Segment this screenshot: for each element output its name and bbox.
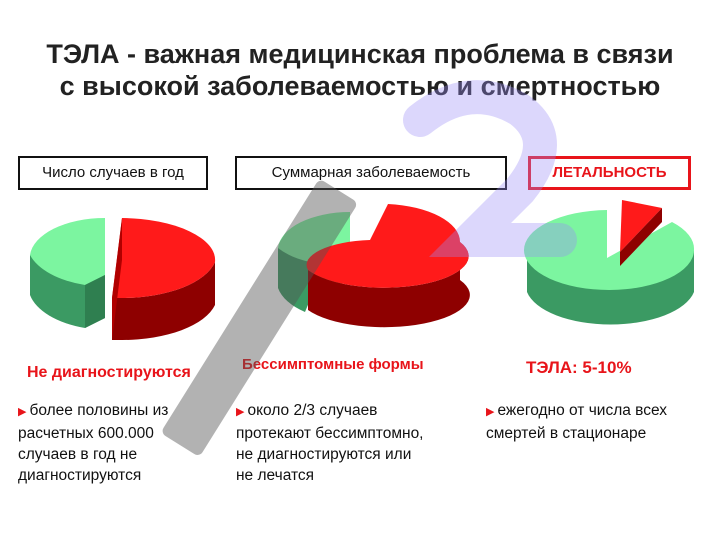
box-cases-per-year: Число случаев в год [18,156,208,190]
desc-line: не диагностируются или [236,446,412,463]
description-asymptomatic: ▶ около 2/3 случаев протекают бессимптомн… [236,400,466,486]
description-mortality: ▶ ежегодно от числа всех смертей в стацио… [486,400,706,444]
desc-line: около 2/3 случаев [247,402,378,419]
pie-slice-green-side [278,248,310,312]
box-label: Число случаев в год [42,164,184,181]
pie-slice-red [620,200,662,252]
title-line-2: с высокой заболеваемостью и смертностью [59,71,661,101]
pie-chart-mortality [524,200,695,325]
box-mortality: ЛЕТАЛЬНОСТЬ [528,156,691,190]
description-undiagnosed: ▶ более половины из расчетных 600.000 слу… [18,400,218,486]
pie-slice-red [112,218,216,298]
arrow-bullet-icon: ▶ [18,406,27,418]
caption-mortality-rate: ТЭЛА: 5-10% [526,358,632,377]
arrow-bullet-icon: ▶ [486,406,495,418]
pie-slice-red [306,204,469,288]
pie-chart-undiagnosed [30,217,216,341]
desc-line: диагностируются [18,467,142,484]
box-total-incidence: Суммарная заболеваемость [235,156,507,190]
pie-slice-green-face [85,275,105,328]
box-label: ЛЕТАЛЬНОСТЬ [552,164,667,181]
slide-title: ТЭЛА - важная медицинская проблема в свя… [0,38,720,102]
arrow-bullet-icon: ▶ [236,406,245,418]
pie-slice-red-side [112,262,215,341]
box-label: Суммарная заболеваемость [271,164,471,181]
pie-slice-red-side [620,208,662,266]
desc-line: случаев в год не [18,446,138,463]
desc-line: расчетных 600.000 [18,425,154,442]
caption-undiagnosed: Не диагностируются [27,364,191,381]
caption-asymptomatic: Бессимптомные формы [242,356,424,373]
desc-line: более половины из [29,402,169,419]
desc-line: ежегодно от числа всех [497,402,668,419]
pie-slice-red-side [308,242,470,328]
title-line-1: ТЭЛА - важная медицинская проблема в свя… [46,39,674,69]
desc-line: протекают бессимптомно, [236,425,424,442]
desc-line: смертей в стационаре [486,425,647,442]
pie-slice-green [524,210,695,290]
pie-slice-red-face [112,218,122,340]
pie-chart-asymptomatic [278,204,470,328]
desc-line: не лечатся [236,467,315,484]
pie-slice-green [30,217,105,285]
